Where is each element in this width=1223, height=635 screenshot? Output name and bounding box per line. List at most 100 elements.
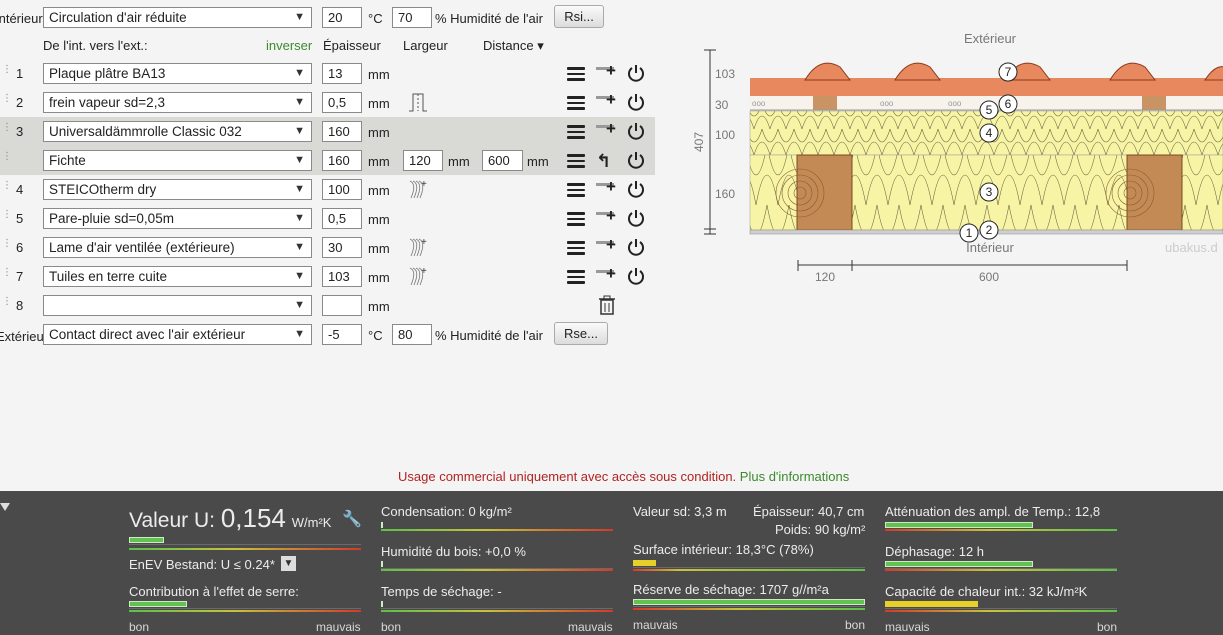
add-inhomogeneous-icon[interactable]: +: [407, 178, 429, 200]
layer-menu-icon[interactable]: [567, 183, 585, 197]
layer-menu-icon[interactable]: [567, 125, 585, 139]
add-layer-icon[interactable]: +: [596, 91, 620, 111]
greenhouse-gauge: [129, 601, 361, 609]
thickness-input[interactable]: 0,5: [322, 92, 362, 113]
add-layer-icon[interactable]: +: [596, 265, 620, 285]
wrench-icon[interactable]: 🔧: [342, 511, 362, 528]
layer-number: 5: [16, 211, 24, 226]
good-label: bon: [381, 620, 402, 634]
material-select[interactable]: Universaldämmrolle Classic 032 ▼: [43, 121, 312, 142]
distance-header[interactable]: Distance ▾: [483, 38, 544, 53]
drag-handle-icon[interactable]: ⋮: [2, 122, 12, 133]
layer-menu-icon[interactable]: [567, 241, 585, 255]
material-select[interactable]: Lame d'air ventilée (extérieure) ▼: [43, 237, 312, 258]
thickness-input[interactable]: 30: [322, 237, 362, 258]
layer-number: 4: [16, 182, 24, 197]
material-select[interactable]: Tuiles en terre cuite ▼: [43, 266, 312, 287]
add-inhomogeneous-icon[interactable]: +: [407, 236, 429, 258]
u-label: Valeur U:: [129, 509, 215, 532]
drag-handle-icon[interactable]: ⋮: [2, 238, 12, 249]
dim-distance: 600: [979, 270, 999, 284]
material-select[interactable]: Pare-pluie sd=0,05m ▼: [43, 208, 312, 229]
exterior-condition-value: Contact direct avec l'air extérieur: [49, 327, 246, 342]
dropdown-arrow-icon: ▼: [294, 328, 305, 340]
interior-condition-select[interactable]: Circulation d'air réduite ▼: [43, 7, 312, 28]
svg-text:+: +: [421, 179, 427, 190]
material-value: Universaldämmrolle Classic 032: [49, 124, 242, 139]
weight-label: Poids: 90 kg/m²: [775, 522, 866, 537]
bad-label: mauvais: [568, 620, 613, 634]
layer-toggle-icon[interactable]: [626, 92, 646, 112]
exterior-temp-input[interactable]: -5: [322, 324, 362, 345]
rsi-button[interactable]: Rsi...: [554, 5, 604, 28]
more-info-link[interactable]: Plus d'informations: [739, 469, 850, 484]
layer-toggle-icon[interactable]: [626, 150, 646, 170]
drag-handle-icon[interactable]: ⋮: [2, 151, 12, 162]
brand-watermark: ubakus.d: [1165, 240, 1218, 255]
good-label: bon: [845, 618, 866, 632]
direction-header: De l'int. vers l'ext.:: [43, 38, 148, 53]
layer-number: 6: [16, 240, 24, 255]
material-select[interactable]: STEICOtherm dry ▼: [43, 179, 312, 200]
layer-number: 8: [16, 298, 24, 313]
layer-toggle-icon[interactable]: [626, 266, 646, 286]
layer-toggle-icon[interactable]: [626, 208, 646, 228]
material-select[interactable]: Fichte ▼: [43, 150, 312, 171]
add-inhomogeneous-icon[interactable]: +: [407, 265, 429, 287]
interior-humidity-input[interactable]: 70: [392, 7, 432, 28]
interior-label: Intérieur: [0, 11, 43, 26]
layer-toggle-icon[interactable]: [626, 63, 646, 83]
layer-menu-icon[interactable]: [567, 212, 585, 226]
undo-arrow-icon[interactable]: ↰: [596, 151, 612, 171]
humidity-label: % Humidité de l'air: [435, 11, 543, 26]
interior-temp-input[interactable]: 20: [322, 7, 362, 28]
width-input[interactable]: 120: [403, 150, 443, 171]
collapse-icon[interactable]: [0, 503, 10, 511]
drag-handle-icon[interactable]: ⋮: [2, 267, 12, 278]
add-layer-icon[interactable]: +: [596, 120, 620, 140]
layer-menu-icon[interactable]: [567, 67, 585, 81]
material-select[interactable]: frein vapeur sd=2,3 ▼: [43, 92, 312, 113]
enev-dropdown-icon[interactable]: ▼: [281, 556, 296, 571]
drying-time-gauge: [381, 601, 613, 609]
drag-handle-icon[interactable]: ⋮: [2, 209, 12, 220]
thickness-input[interactable]: 0,5: [322, 208, 362, 229]
invert-link[interactable]: inverser: [266, 38, 313, 53]
drag-handle-icon[interactable]: ⋮: [2, 296, 12, 307]
drag-handle-icon[interactable]: ⋮: [2, 93, 12, 104]
thickness-input[interactable]: 13: [322, 63, 362, 84]
material-select[interactable]: Plaque plâtre BA13 ▼: [43, 63, 312, 84]
add-layer-icon[interactable]: +: [596, 207, 620, 227]
add-layer-icon[interactable]: +: [596, 236, 620, 256]
thickness-input[interactable]: 160: [322, 150, 362, 171]
drag-handle-icon[interactable]: ⋮: [2, 64, 12, 75]
exterior-humidity-input[interactable]: 80: [392, 324, 432, 345]
layer-menu-icon[interactable]: [567, 154, 585, 168]
thickness-input[interactable]: 160: [322, 121, 362, 142]
trash-icon[interactable]: [598, 295, 616, 315]
layer-menu-icon[interactable]: [567, 96, 585, 110]
svg-text:ooo: ooo: [752, 99, 766, 108]
vapor-barrier-icon[interactable]: [407, 91, 429, 113]
material-select[interactable]: ▼: [43, 295, 312, 316]
add-layer-icon[interactable]: +: [596, 62, 620, 82]
add-layer-icon[interactable]: +: [596, 178, 620, 198]
wood-humidity-gauge: [381, 561, 613, 569]
layer-toggle-icon[interactable]: [626, 121, 646, 141]
distance-input[interactable]: 600: [482, 150, 523, 171]
drag-handle-icon[interactable]: ⋮: [2, 180, 12, 191]
interior-condition-value: Circulation d'air réduite: [49, 10, 187, 25]
thickness-input[interactable]: 100: [322, 179, 362, 200]
marker-7: 7: [1005, 65, 1012, 79]
exterior-condition-select[interactable]: Contact direct avec l'air extérieur ▼: [43, 324, 312, 345]
thickness-input[interactable]: [322, 295, 362, 316]
dropdown-arrow-icon: ▼: [294, 96, 305, 108]
rse-button[interactable]: Rse...: [554, 322, 608, 345]
layer-toggle-icon[interactable]: [626, 179, 646, 199]
thickness-input[interactable]: 103: [322, 266, 362, 287]
layer-menu-icon[interactable]: [567, 270, 585, 284]
layer-toggle-icon[interactable]: [626, 237, 646, 257]
marker-2: 2: [986, 223, 993, 237]
dropdown-arrow-icon: ▼: [294, 11, 305, 23]
dim-160: 160: [715, 187, 735, 201]
